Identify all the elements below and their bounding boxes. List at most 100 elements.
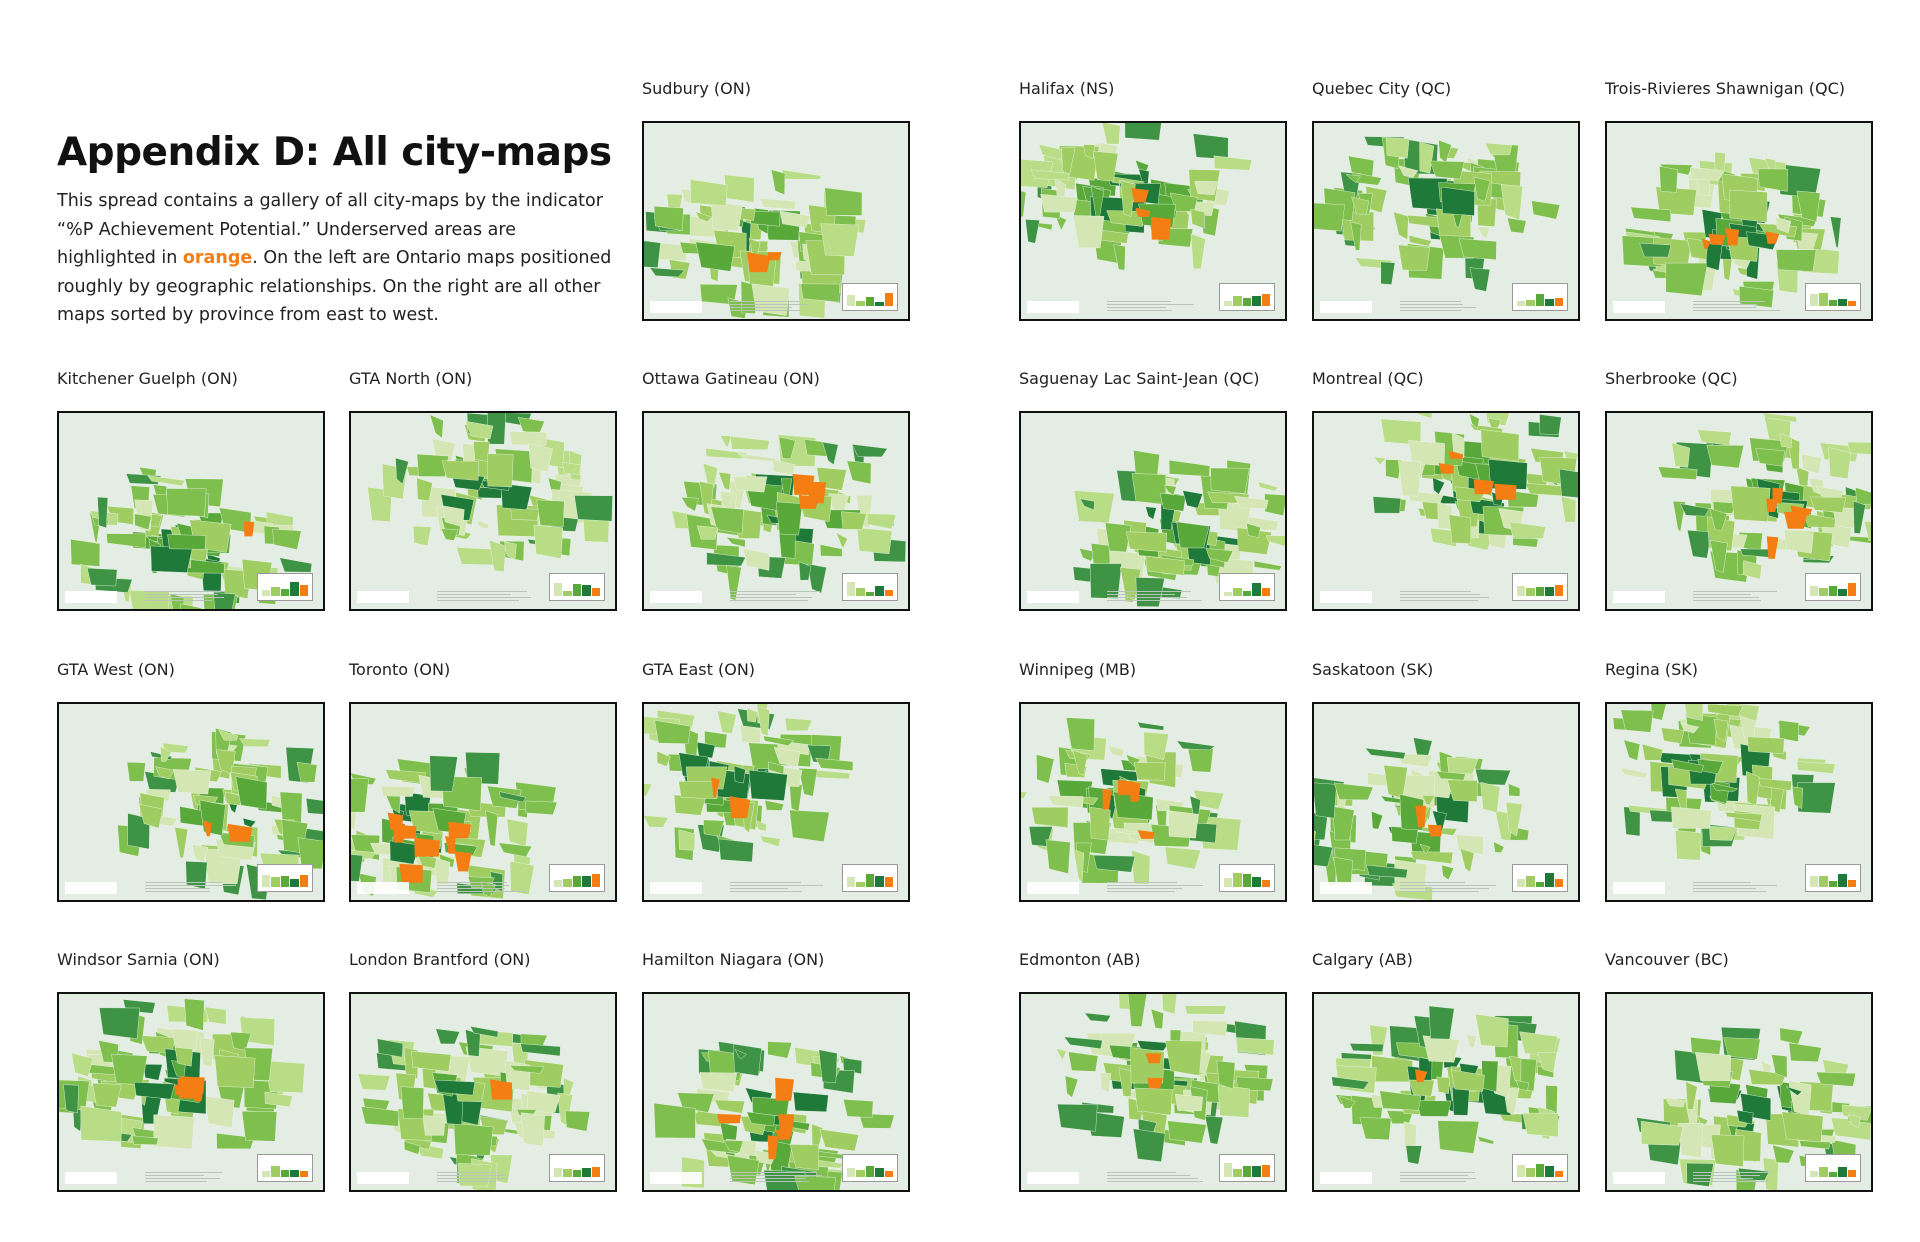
city-map[interactable] <box>1312 702 1580 902</box>
legend-bar <box>572 584 582 596</box>
underserved-area <box>227 823 252 842</box>
census-area <box>1405 1145 1423 1165</box>
map-legend <box>1805 573 1861 601</box>
scale-bar <box>65 591 117 603</box>
census-area <box>1408 1079 1435 1097</box>
census-area <box>1145 506 1157 520</box>
census-area <box>820 223 860 257</box>
census-area <box>499 791 527 803</box>
census-area <box>1133 762 1166 781</box>
census-area <box>822 441 839 466</box>
census-area <box>1174 1093 1204 1111</box>
city-map[interactable] <box>1605 992 1873 1192</box>
map-card: London Brantford (ON) <box>349 950 617 1192</box>
map-card: Sudbury (ON) <box>642 79 910 321</box>
census-area <box>1641 743 1664 761</box>
legend-bar <box>1224 591 1233 596</box>
city-map[interactable] <box>349 411 617 611</box>
scale-bar <box>357 882 409 894</box>
city-map[interactable] <box>1605 411 1873 611</box>
census-area <box>767 1041 793 1059</box>
city-map[interactable] <box>57 411 325 611</box>
map-legend <box>549 573 605 601</box>
census-area <box>1176 740 1216 751</box>
census-area <box>536 499 565 527</box>
city-map[interactable] <box>642 702 910 902</box>
census-area <box>1621 235 1663 268</box>
census-area <box>1258 481 1279 492</box>
legend-bar <box>262 1170 271 1177</box>
census-area <box>297 837 323 870</box>
city-map[interactable] <box>57 992 325 1192</box>
city-map[interactable] <box>1312 992 1580 1192</box>
city-map[interactable] <box>1019 992 1287 1192</box>
map-notes <box>1107 880 1203 894</box>
census-area <box>417 854 437 869</box>
census-area <box>153 1114 195 1150</box>
census-area <box>1730 485 1771 522</box>
census-area <box>500 483 533 510</box>
census-area <box>465 420 494 440</box>
city-map[interactable] <box>57 702 325 902</box>
city-map[interactable] <box>1312 411 1580 611</box>
legend-bar <box>280 876 290 887</box>
city-map[interactable] <box>349 992 617 1192</box>
city-map[interactable] <box>642 411 910 611</box>
map-title: Calgary (AB) <box>1312 950 1413 969</box>
city-map[interactable] <box>1019 702 1287 902</box>
census-area <box>1816 1071 1856 1087</box>
map-card: GTA North (ON) <box>349 369 617 611</box>
census-area <box>804 439 829 457</box>
census-area <box>1072 215 1105 249</box>
census-area <box>1432 477 1445 495</box>
census-area <box>815 757 854 771</box>
census-area <box>704 730 728 749</box>
census-area <box>842 1057 863 1075</box>
census-area <box>1725 812 1763 822</box>
city-map[interactable] <box>1019 121 1287 321</box>
legend-bar <box>290 582 299 596</box>
map-notes <box>1400 589 1496 603</box>
census-area <box>1314 831 1316 846</box>
city-map[interactable] <box>1312 121 1580 321</box>
census-area <box>843 1099 874 1118</box>
census-area <box>360 1106 400 1127</box>
census-area <box>1743 560 1763 580</box>
census-area <box>1660 727 1685 744</box>
city-map[interactable] <box>642 121 910 321</box>
city-map[interactable] <box>642 992 910 1192</box>
census-area <box>380 785 416 797</box>
census-area <box>1484 142 1513 156</box>
census-area <box>1788 1042 1822 1062</box>
legend-bar <box>856 1169 865 1177</box>
legend-bar <box>1847 582 1857 596</box>
legend-bar <box>1252 876 1261 887</box>
underserved-area <box>717 1114 742 1124</box>
legend-bar <box>1242 874 1252 887</box>
census-area <box>710 506 744 534</box>
census-area <box>385 795 401 814</box>
legend-bar <box>572 1170 582 1177</box>
legend-bar <box>271 876 280 887</box>
legend-bar <box>280 1170 290 1177</box>
scale-bar <box>1320 301 1372 313</box>
census-area <box>1801 453 1822 475</box>
legend-bar <box>1252 582 1261 596</box>
census-area <box>166 488 207 517</box>
census-area <box>469 1026 499 1038</box>
census-area <box>644 240 661 268</box>
legend-bar <box>1252 296 1261 306</box>
census-area <box>755 820 767 832</box>
legend-bar <box>1828 586 1838 596</box>
city-map[interactable] <box>1019 411 1287 611</box>
census-area <box>734 1048 747 1060</box>
city-map[interactable] <box>1605 702 1873 902</box>
city-map[interactable] <box>349 702 617 902</box>
legend-bar <box>1554 1171 1564 1177</box>
city-map[interactable] <box>1605 121 1873 321</box>
census-area <box>1620 709 1654 733</box>
intro-text-before: This spread contains a gallery of all ci… <box>57 191 603 268</box>
map-graphic <box>1607 704 1871 900</box>
map-card: Winnipeg (MB) <box>1019 660 1287 902</box>
map-legend <box>1219 1154 1275 1182</box>
